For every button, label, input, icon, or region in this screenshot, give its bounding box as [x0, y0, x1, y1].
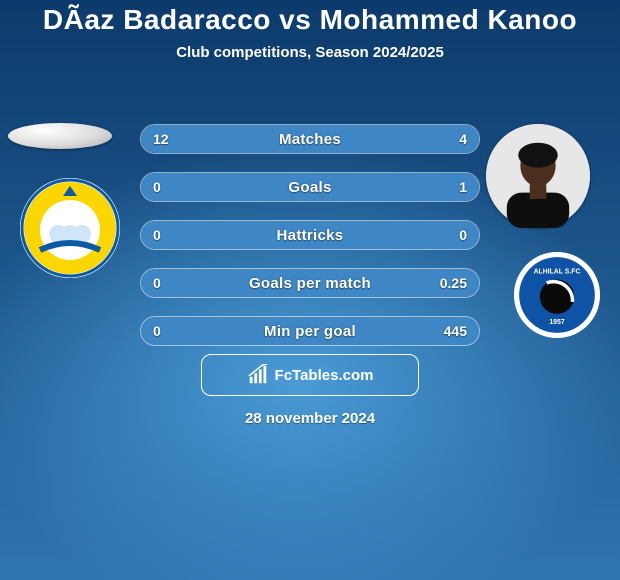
team-right-badge: ALHILAL S.FC 1957 — [514, 252, 600, 338]
player-left-avatar — [8, 123, 112, 149]
branding-badge: FcTables.com — [201, 354, 419, 396]
svg-text:ALHILAL S.FC: ALHILAL S.FC — [534, 269, 581, 276]
stat-row-goals: 0Goals1 — [140, 172, 480, 202]
stat-row-hattricks: 0Hattricks0 — [140, 220, 480, 250]
subtitle: Club competitions, Season 2024/2025 — [0, 44, 620, 61]
comparison-bars: 12Matches4 0Goals1 0Hattricks0 0Goals per m… — [140, 124, 480, 364]
chart-icon — [247, 364, 269, 386]
page-title: DÃ­az Badaracco vs Mohammed Kanoo — [0, 4, 620, 36]
player-right-avatar — [486, 124, 590, 228]
branding-text: FcTables.com — [275, 367, 374, 384]
stat-row-goals-per-match: 0Goals per match0.25 — [140, 268, 480, 298]
stat-row-min-per-goal: 0Min per goal445 — [140, 316, 480, 346]
svg-text:1957: 1957 — [549, 319, 564, 326]
stat-row-matches: 12Matches4 — [140, 124, 480, 154]
team-left-badge — [20, 178, 120, 278]
snapshot-date: 28 november 2024 — [0, 410, 620, 427]
